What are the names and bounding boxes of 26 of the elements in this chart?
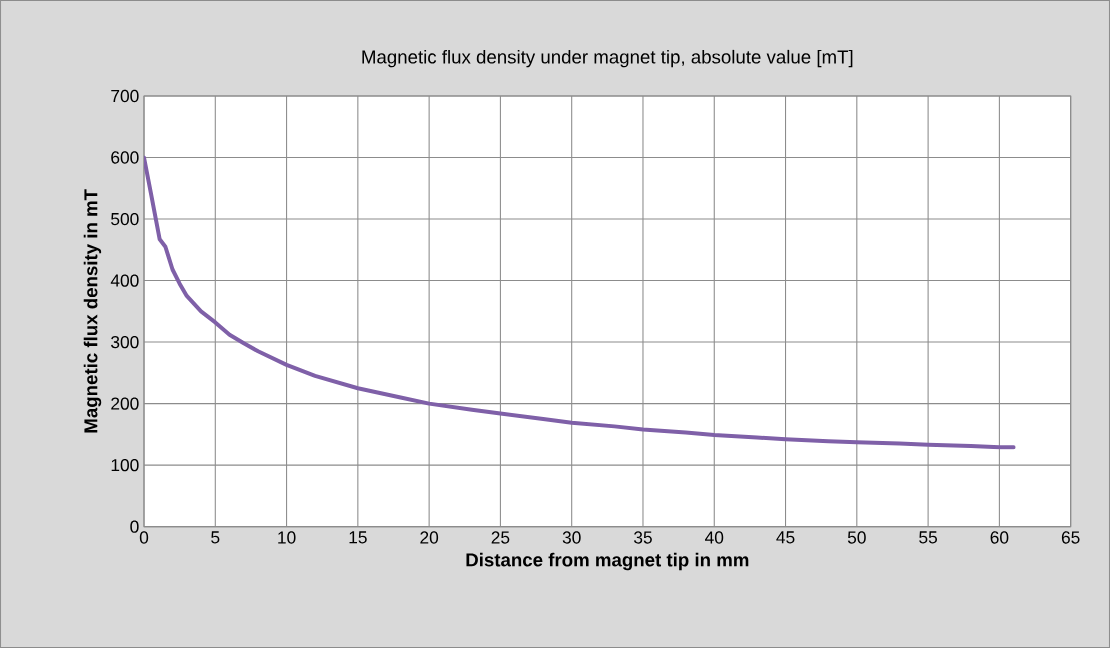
y-tick-label: 0 [130,520,139,533]
x-tick-label: 55 [919,531,938,544]
x-tick-label: 10 [278,531,296,544]
y-tick-label: 200 [111,397,139,410]
y-tick-label: 400 [110,274,139,287]
x-tick-label: 40 [705,531,724,544]
x-tick-label: 50 [847,531,866,544]
chart-title: Magnetic flux density under magnet tip, absolute value [mT] [362,49,853,68]
x-tick-label: 60 [990,531,1009,544]
line-series [144,155,1016,450]
x-tick-label: 20 [420,531,439,544]
y-tick-label: 600 [111,151,139,164]
y-axis-title: Magnetic flux density in mT [83,189,102,433]
x-tick-label: 0 [139,531,149,544]
x-tick-label: 35 [634,531,652,544]
y-tick-label: 700 [111,89,139,103]
y-tick-label: 300 [111,335,139,349]
x-tick-label: 15 [349,531,367,544]
y-tick-label: 100 [111,458,139,472]
x-tick-label: 45 [776,531,795,544]
x-tick-label: 65 [1061,531,1080,544]
x-tick-label: 5 [211,531,220,544]
y-tick-label: 500 [111,212,139,226]
x-tick-label: 30 [562,531,581,544]
x-tick-label: 25 [491,531,510,544]
x-axis-title: Distance from magnet tip in mm [466,552,749,571]
